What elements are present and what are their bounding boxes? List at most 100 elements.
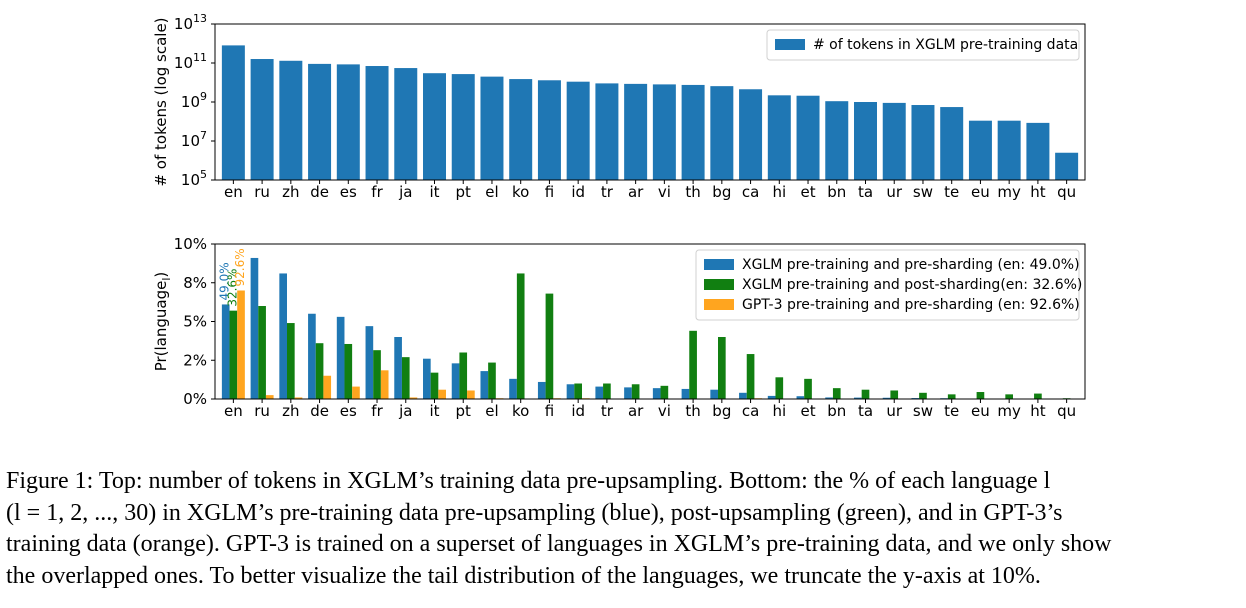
- bar-top-s0-id: [566, 81, 590, 180]
- x-tick-label-top-id: id: [571, 183, 585, 201]
- x-tick-label-top-my: my: [997, 183, 1021, 201]
- x-tick-label-bottom-fr: fr: [371, 402, 383, 420]
- x-tick-label-top-es: es: [340, 183, 357, 201]
- x-tick-label-bottom-zh: zh: [282, 402, 299, 420]
- bar-top-s0-hi: [767, 95, 791, 180]
- bar-bottom-s1-de: [315, 343, 324, 399]
- caption-line-2: (l = 1, 2, ..., 30) in XGLM’s pre-traini…: [6, 499, 1063, 526]
- bar-bottom-s1-ur: [890, 390, 899, 399]
- x-tick-label-top-zh: zh: [282, 183, 299, 201]
- bar-top-s0-fr: [365, 66, 389, 180]
- x-tick-label-top-tr: tr: [601, 183, 614, 201]
- figure-charts: en ru zh de es fr ja it pt el ko fi id tr ar vi th bg ca hi…: [152, 12, 1086, 420]
- bar-top-s0-it: [423, 73, 446, 180]
- bar-bottom-s0-zh: [279, 273, 287, 399]
- legend-label-bottom-0: XGLM pre-training and pre-sharding (en: …: [742, 257, 1080, 273]
- bar-bottom-s1-my: [1005, 394, 1013, 399]
- bar-top-s0-sw: [911, 105, 935, 180]
- x-tick-label-top-ko: ko: [512, 183, 529, 201]
- x-tick-label-top-ca: ca: [742, 183, 759, 201]
- legend-swatch-bottom-2: [704, 299, 734, 310]
- bar-bottom-s0-fr: [365, 326, 374, 399]
- legend-box-top: [766, 29, 1080, 61]
- x-tick-label-top-et: et: [800, 183, 815, 201]
- bar-top-s0-ko: [509, 79, 533, 180]
- x-tick-label-bottom-bg: bg: [712, 402, 731, 420]
- y-tick-label-bottom-4: 10%: [174, 235, 207, 253]
- bar-top-s0-ur: [882, 102, 906, 180]
- x-tick-label-top-de: de: [310, 183, 329, 201]
- bar-bottom-s1-pt: [459, 352, 468, 399]
- bar-bottom-s1-eu: [976, 392, 985, 399]
- annotation-bottom-1: 32.6%: [225, 269, 239, 307]
- y-tick-label-bottom-0: 0%: [183, 390, 207, 408]
- y-tick-label-bottom-1: 2%: [183, 351, 207, 369]
- x-tick-label-top-eu: eu: [971, 183, 990, 201]
- x-tick-label-top-en: en: [224, 183, 243, 201]
- legend-swatch-bottom-0: [704, 259, 734, 270]
- x-tick-label-top-el: el: [485, 183, 498, 201]
- bar-bottom-s1-vi: [660, 385, 669, 399]
- bar-bottom-s2-ru: [265, 395, 274, 400]
- bar-bottom-s2-en: [237, 290, 245, 399]
- x-tick-label-bottom-pt: pt: [456, 402, 472, 420]
- bar-bottom-s0-bg: [710, 389, 718, 399]
- x-tick-label-bottom-de: de: [310, 402, 329, 420]
- y-tick-label-bottom-3: 8%: [183, 274, 207, 292]
- x-tick-label-top-pt: pt: [456, 183, 472, 201]
- x-tick-label-top-ar: ar: [628, 183, 644, 201]
- bar-bottom-s1-it: [430, 372, 439, 399]
- bar-top-s0-vi: [652, 84, 676, 180]
- bar-bottom-s0-el: [480, 371, 489, 399]
- x-tick-label-bottom-th: th: [685, 402, 700, 420]
- bar-bottom-s0-ja: [394, 337, 402, 399]
- x-tick-label-bottom-sw: sw: [913, 402, 933, 420]
- bar-top-s0-el: [480, 76, 504, 180]
- y-tick-label-top-1: 107: [181, 129, 207, 150]
- annotation-bottom-0: 49.0%: [218, 262, 232, 300]
- x-tick-label-bottom-ht: ht: [1030, 402, 1046, 420]
- bar-top-s0-tr: [595, 83, 619, 180]
- x-tick-label-bottom-vi: vi: [658, 402, 671, 420]
- bar-bottom-s0-ar: [624, 387, 632, 400]
- x-tick-label-top-hi: hi: [772, 183, 786, 201]
- x-tick-label-bottom-eu: eu: [971, 402, 990, 420]
- bar-top-s0-ca: [739, 89, 763, 180]
- x-tick-label-bottom-it: it: [429, 402, 439, 420]
- bar-bottom-s2-ja: [409, 397, 418, 399]
- bar-bottom-s0-vi: [652, 388, 661, 399]
- x-tick-label-bottom-ar: ar: [628, 402, 644, 420]
- x-tick-label-bottom-es: es: [340, 402, 357, 420]
- bar-top-s0-th: [681, 84, 705, 180]
- x-tick-label-bottom-ru: ru: [254, 402, 270, 420]
- bar-top-s0-fi: [537, 80, 561, 180]
- x-tick-label-bottom-el: el: [485, 402, 498, 420]
- bar-top-s0-qu: [1055, 152, 1079, 180]
- x-tick-label-top-qu: qu: [1057, 183, 1076, 201]
- bar-bottom-s0-ca: [739, 392, 747, 399]
- chart-bottom: en ru zh de es fr ja it pt el ko fi id tr ar vi th bg ca hi…: [152, 235, 1086, 420]
- x-tick-label-top-ja: ja: [398, 183, 412, 201]
- x-tick-label-bottom-ko: ko: [512, 402, 529, 420]
- bar-top-s0-ht: [1026, 122, 1050, 180]
- annotation-bottom-2: 92.6%: [233, 248, 247, 286]
- bar-bottom-s0-pt: [451, 363, 460, 399]
- x-tick-label-top-bg: bg: [712, 183, 731, 201]
- bar-bottom-s1-bn: [832, 388, 841, 399]
- y-tick-label-top-3: 1011: [174, 51, 207, 72]
- legend-swatch-bottom-1: [704, 279, 734, 290]
- x-tick-label-bottom-hi: hi: [772, 402, 786, 420]
- bar-bottom-s1-el: [488, 362, 496, 399]
- chart-top: en ru zh de es fr ja it pt el ko fi id tr ar vi th bg ca hi…: [152, 12, 1086, 201]
- y-axis-label-bottom: Pr(languagel): [152, 272, 173, 372]
- bar-bottom-s2-pt: [467, 390, 475, 399]
- x-tick-label-top-fi: fi: [545, 183, 554, 201]
- bar-top-s0-en: [221, 45, 245, 180]
- x-tick-label-bottom-fi: fi: [545, 402, 554, 420]
- bar-bottom-s1-ta: [861, 389, 870, 399]
- bar-bottom-s1-ar: [631, 384, 640, 399]
- bar-bottom-s1-ja: [401, 357, 410, 399]
- legend-label-bottom-1: XGLM pre-training and post-sharding(en: …: [742, 277, 1082, 293]
- x-tick-label-top-th: th: [685, 183, 700, 201]
- bar-top-s0-te: [940, 107, 964, 180]
